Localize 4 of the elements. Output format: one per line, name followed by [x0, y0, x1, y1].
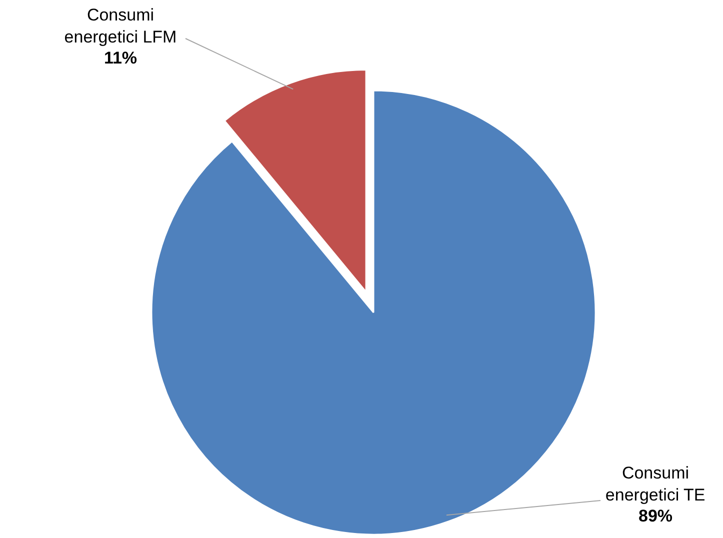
slice-label: Consumi energetici LFM	[64, 6, 177, 46]
data-label: 11%	[104, 48, 138, 68]
data-label: 89%	[638, 506, 673, 526]
slice-label: Consumi energetici TE	[605, 464, 706, 504]
